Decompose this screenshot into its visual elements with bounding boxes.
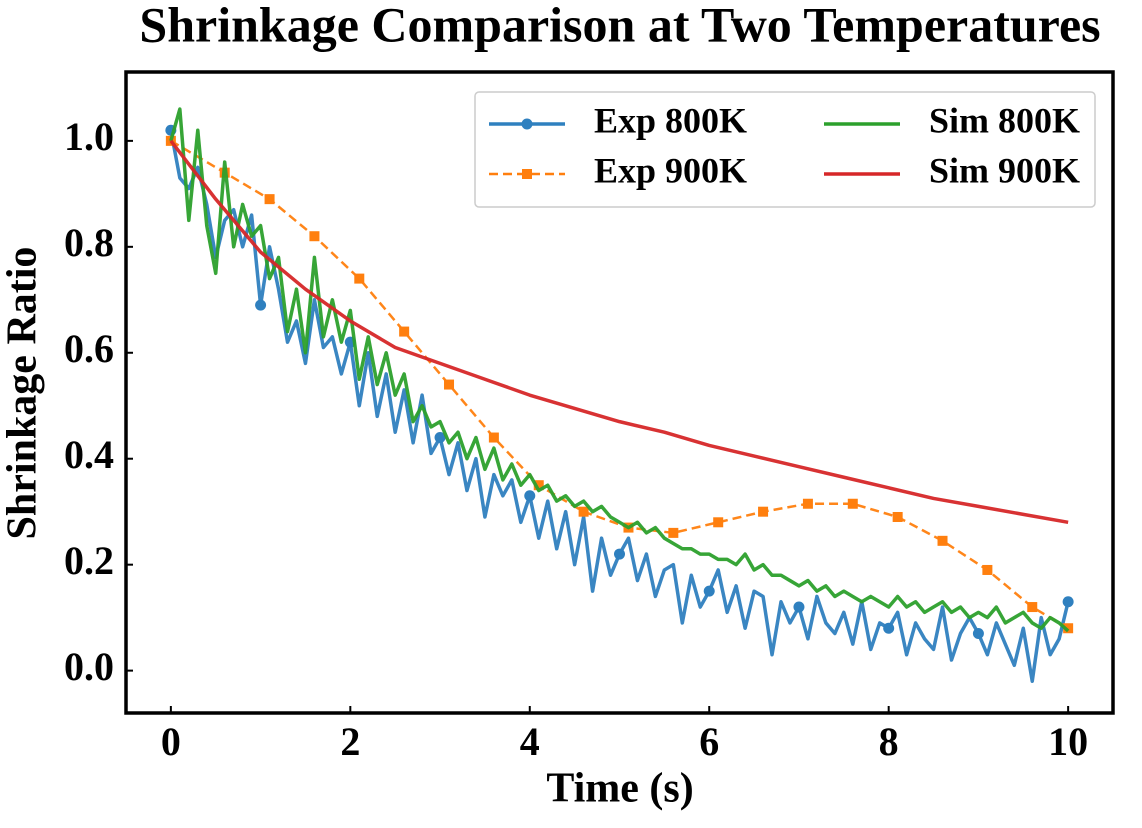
y-tick-label: 0.8 — [64, 220, 114, 265]
legend-label: Sim 900K — [929, 150, 1080, 190]
legend-label: Exp 800K — [594, 100, 747, 140]
x-tick-label: 8 — [879, 719, 899, 764]
plot-frame — [124, 70, 1115, 715]
y-tick-label: 1.0 — [64, 114, 114, 159]
series-line — [169, 107, 1070, 633]
point — [703, 585, 715, 597]
y-tick-label: 0.4 — [64, 432, 114, 477]
x-tick-label: 2 — [340, 719, 360, 764]
x-tick-label: 0 — [161, 719, 181, 764]
x-tick-label: 10 — [1048, 719, 1088, 764]
legend-box — [474, 91, 1096, 208]
legend-marker — [521, 118, 533, 130]
series-line — [169, 139, 1069, 525]
legend-label: Exp 900K — [594, 150, 747, 190]
point — [793, 601, 805, 613]
point — [309, 231, 320, 242]
point — [713, 517, 724, 528]
point — [354, 273, 365, 284]
point — [255, 299, 267, 311]
point — [434, 432, 446, 444]
point — [972, 628, 984, 640]
y-tick-label: 0.2 — [64, 538, 114, 583]
point — [802, 498, 813, 509]
y-axis-label: Shrinkage Ratio — [0, 247, 46, 540]
x-axis-label: Time (s) — [546, 766, 693, 812]
point — [668, 527, 679, 538]
point — [399, 326, 410, 337]
point — [578, 506, 589, 517]
series-line — [169, 129, 1070, 683]
point — [488, 432, 499, 443]
y-tick-label: 0.6 — [64, 326, 114, 371]
point — [1027, 602, 1038, 613]
point — [1062, 596, 1074, 608]
legend-label: Sim 800K — [929, 100, 1080, 140]
x-tick-label: 6 — [699, 719, 719, 764]
point — [444, 379, 455, 390]
legend-marker — [522, 169, 532, 179]
point — [847, 498, 858, 509]
point — [264, 194, 275, 205]
point — [524, 490, 536, 502]
chart-title: Shrinkage Comparison at Two Temperatures — [139, 0, 1100, 52]
point — [533, 480, 544, 491]
point — [982, 564, 993, 575]
point — [892, 511, 903, 522]
y-tick-label: 0.0 — [64, 644, 114, 689]
point — [614, 548, 625, 560]
point — [937, 535, 948, 546]
point — [758, 506, 769, 517]
point — [883, 622, 895, 634]
x-tick-label: 4 — [520, 719, 540, 764]
point — [1063, 623, 1074, 634]
plot-area — [165, 107, 1074, 683]
